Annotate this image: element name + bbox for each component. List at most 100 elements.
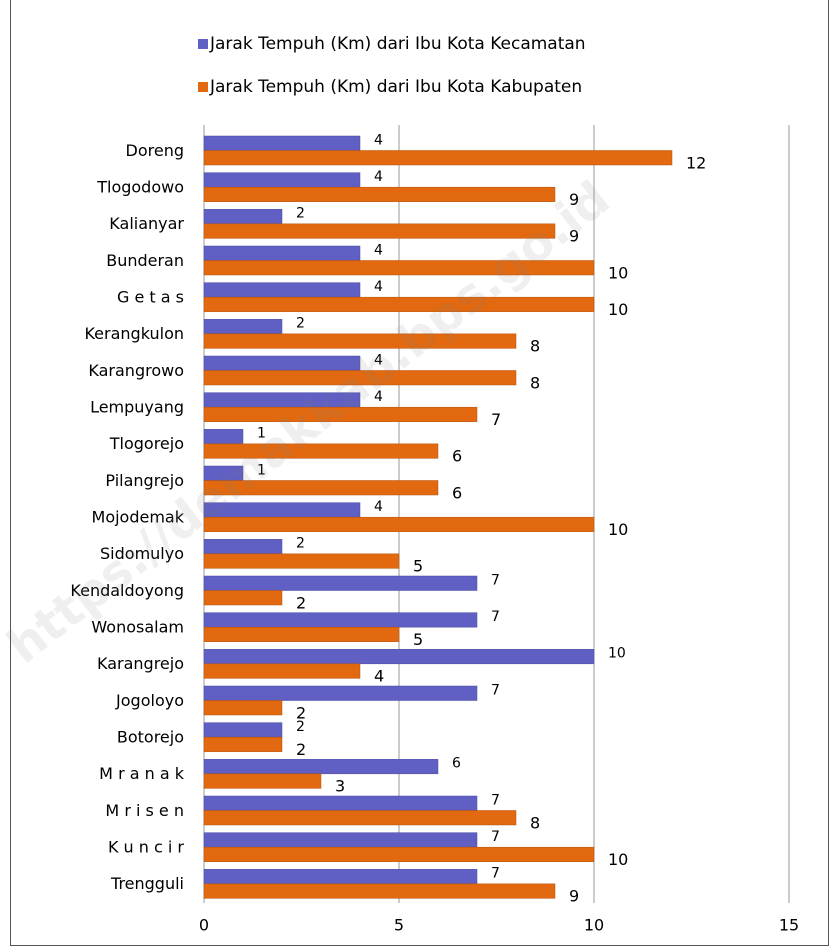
bar xyxy=(203,700,283,716)
y-tick-label: Doreng xyxy=(126,141,184,160)
data-label: 6 xyxy=(452,447,462,466)
data-label: 9 xyxy=(569,887,579,906)
x-tick-label: 10 xyxy=(584,916,604,935)
y-tick-label: Jogoloyo xyxy=(115,691,184,710)
bar xyxy=(203,722,283,738)
y-tick-label: Kendaldoyong xyxy=(70,581,184,600)
bar xyxy=(203,282,361,298)
data-label: 4 xyxy=(374,667,384,686)
bar xyxy=(203,370,517,386)
data-label: 10 xyxy=(608,300,628,319)
y-tick-label: Kerangkulon xyxy=(84,324,184,343)
data-label: 2 xyxy=(296,316,305,332)
data-label: 7 xyxy=(491,792,500,808)
legend-swatch xyxy=(198,39,208,49)
bar xyxy=(203,223,556,239)
data-label: 10 xyxy=(608,263,628,282)
data-label: 4 xyxy=(374,169,383,185)
data-label: 6 xyxy=(452,756,461,772)
y-tick-label: G e t a s xyxy=(117,288,184,307)
y-tick-label: Tlogorejo xyxy=(109,434,184,453)
data-label: 4 xyxy=(374,242,383,258)
bar xyxy=(203,209,283,225)
y-tick-label: Wonosalam xyxy=(91,618,184,637)
bar xyxy=(203,135,361,151)
y-tick-label: Tlogodowo xyxy=(96,178,184,197)
bar xyxy=(203,245,361,261)
bar xyxy=(203,846,595,862)
data-label: 2 xyxy=(296,536,305,552)
data-label: 2 xyxy=(296,593,306,612)
bar xyxy=(203,869,478,885)
bar xyxy=(203,736,283,752)
data-label: 5 xyxy=(413,557,423,576)
bar xyxy=(203,612,478,628)
bar xyxy=(203,649,595,665)
data-label: 10 xyxy=(608,520,628,539)
bar xyxy=(203,296,595,312)
data-label: 2 xyxy=(296,719,305,735)
data-label: 4 xyxy=(374,352,383,368)
legend-label: Jarak Tempuh (Km) dari Ibu Kota Kabupate… xyxy=(209,77,582,97)
data-label: 3 xyxy=(335,777,345,796)
data-label: 4 xyxy=(374,499,383,515)
y-tick-label: Karangrejo xyxy=(97,654,184,673)
y-tick-label: Karangrowo xyxy=(88,361,184,380)
data-label: 7 xyxy=(491,609,500,625)
bar xyxy=(203,150,673,166)
y-tick-label: M r a n a k xyxy=(99,764,185,783)
data-label: 5 xyxy=(413,630,423,649)
x-tick-label: 15 xyxy=(779,916,799,935)
bar xyxy=(203,590,283,606)
data-label: 8 xyxy=(530,373,540,392)
bar xyxy=(203,319,283,335)
data-label: 2 xyxy=(296,703,306,722)
bar xyxy=(203,186,556,202)
bar xyxy=(203,553,400,569)
bar xyxy=(203,759,439,775)
data-label: 7 xyxy=(491,572,500,588)
legend-swatch xyxy=(198,82,208,92)
data-label: 10 xyxy=(608,850,628,869)
bar xyxy=(203,539,283,555)
data-label: 4 xyxy=(374,132,383,148)
data-label: 10 xyxy=(608,646,626,662)
y-tick-label: Sidomulyo xyxy=(100,544,184,563)
bar xyxy=(203,626,400,642)
data-label: 7 xyxy=(491,866,500,882)
data-label: 9 xyxy=(569,190,579,209)
legend-label: Jarak Tempuh (Km) dari Ibu Kota Kecamata… xyxy=(209,34,586,54)
x-tick-label: 0 xyxy=(199,916,209,935)
bar xyxy=(203,663,361,679)
data-label: 2 xyxy=(296,740,306,759)
bar xyxy=(203,260,595,276)
y-tick-label: Kalianyar xyxy=(109,214,184,233)
data-label: 6 xyxy=(452,483,462,502)
data-label: 4 xyxy=(374,389,383,405)
data-label: 1 xyxy=(257,426,266,442)
bar xyxy=(203,406,478,422)
bar xyxy=(203,480,439,496)
y-tick-label: K u n c i r xyxy=(108,838,184,857)
data-label: 8 xyxy=(530,813,540,832)
y-tick-label: Mojodemak xyxy=(92,508,185,527)
x-tick-label: 5 xyxy=(394,916,404,935)
bar xyxy=(203,773,322,789)
y-tick-label: M r i s e n xyxy=(105,801,184,820)
bar xyxy=(203,333,517,349)
y-tick-label: Botorejo xyxy=(117,728,184,747)
y-tick-label: Bunderan xyxy=(106,251,184,270)
bar xyxy=(203,443,439,459)
data-label: 7 xyxy=(491,410,501,429)
y-tick-label: Lempuyang xyxy=(90,398,184,417)
data-label: 1 xyxy=(257,462,266,478)
data-label: 7 xyxy=(491,829,500,845)
data-label: 12 xyxy=(686,153,706,172)
data-label: 8 xyxy=(530,337,540,356)
bar xyxy=(203,883,556,899)
y-tick-label: Pilangrejo xyxy=(105,471,184,490)
bar xyxy=(203,516,595,532)
bar xyxy=(203,795,478,811)
bar xyxy=(203,685,478,701)
